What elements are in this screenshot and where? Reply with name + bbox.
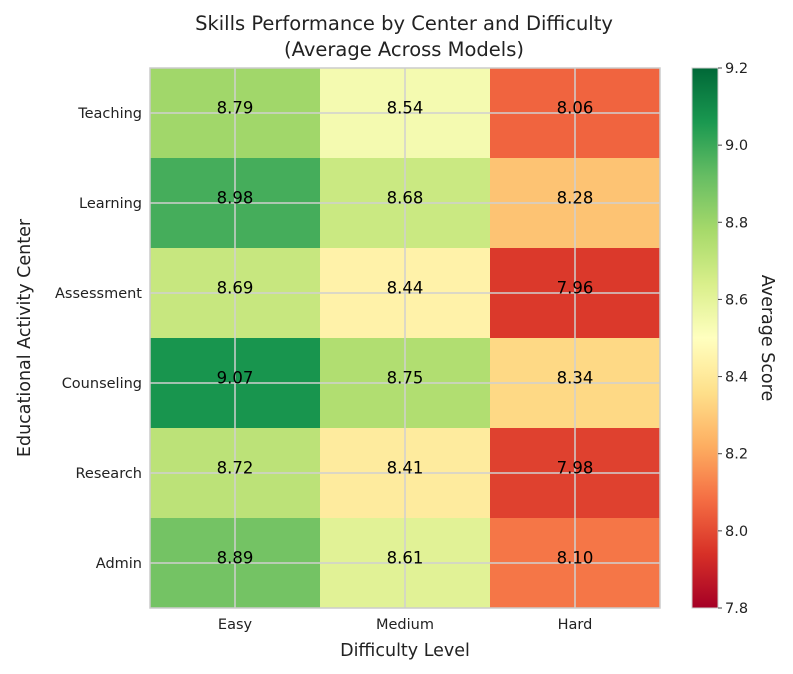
cell-value-label: 8.41 xyxy=(387,459,424,478)
cell-value-label: 8.61 xyxy=(387,549,424,568)
x-axis-label: Difficulty Level xyxy=(340,641,470,661)
colorbar-label: Average Score xyxy=(757,275,777,401)
cell-value-label: 8.75 xyxy=(387,369,424,388)
colorbar-tick-label: 8.8 xyxy=(725,215,748,231)
cell-value-label: 8.98 xyxy=(217,189,254,208)
cell-value-label: 8.34 xyxy=(557,369,594,388)
colorbar-tick-label: 8.4 xyxy=(725,370,748,386)
colorbar xyxy=(691,67,719,609)
cell-value-label: 8.89 xyxy=(217,549,254,568)
colorbar-tick-label: 8.0 xyxy=(725,524,748,540)
cell-value-label: 8.28 xyxy=(557,189,594,208)
y-axis-label: Educational Activity Center xyxy=(15,218,35,457)
colorbar-tick-label: 8.2 xyxy=(725,447,748,463)
cell-value-label: 8.06 xyxy=(557,99,594,118)
plot-frame xyxy=(149,67,661,609)
cell-value-label: 8.68 xyxy=(387,189,424,208)
colorbar-tick-label: 7.8 xyxy=(725,601,748,617)
cell-value-label: 9.07 xyxy=(217,369,254,388)
chart-title-line-2: (Average Across Models) xyxy=(284,38,524,61)
y-tick-labels: Teaching Learning Assessment Counseling Rese… xyxy=(55,106,142,572)
colorbar-tick-label: 9.0 xyxy=(725,138,748,154)
y-tick-label: Research xyxy=(75,466,142,482)
colorbar-tick-label: 9.2 xyxy=(725,61,748,77)
y-tick-label: Counseling xyxy=(62,376,142,392)
x-tick-label: Hard xyxy=(558,617,593,633)
cell-value-label: 8.10 xyxy=(557,549,594,568)
cell-value-label: 7.96 xyxy=(557,279,594,298)
y-tick-label: Admin xyxy=(96,556,142,572)
x-tick-label: Medium xyxy=(376,617,434,633)
colorbar-ticks: 7.8 8.0 8.2 8.4 8.6 8.8 9.0 9.2 xyxy=(718,61,748,617)
y-tick-label: Assessment xyxy=(55,286,142,302)
y-tick-label: Teaching xyxy=(77,106,142,122)
x-tick-label: Easy xyxy=(218,617,253,633)
cell-value-labels: 8.79 8.54 8.06 8.98 8.68 8.28 8.69 8.44 7.96 9.07… xyxy=(217,99,594,568)
cell-value-label: 8.79 xyxy=(217,99,254,118)
gridlines xyxy=(150,68,660,608)
cell-value-label: 8.44 xyxy=(387,279,424,298)
cell-value-label: 8.69 xyxy=(217,279,254,298)
cell-value-label: 7.98 xyxy=(557,459,594,478)
colorbar-tick-label: 8.6 xyxy=(725,292,748,308)
cell-value-label: 8.54 xyxy=(387,99,424,118)
cell-value-label: 8.72 xyxy=(217,459,254,478)
y-tick-label: Learning xyxy=(79,196,142,212)
chart-title-line-1: Skills Performance by Center and Difficu… xyxy=(195,12,613,35)
x-tick-labels: Easy Medium Hard xyxy=(218,617,592,633)
